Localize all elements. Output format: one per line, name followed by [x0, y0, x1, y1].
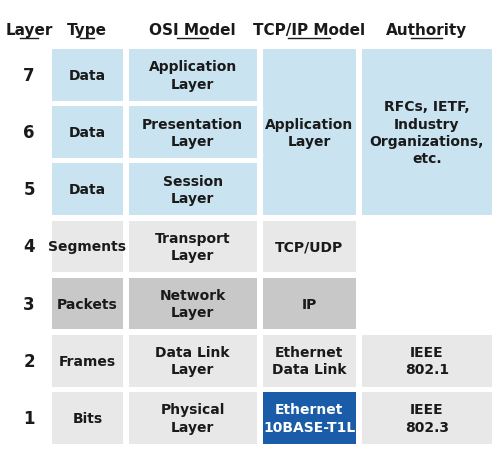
- Text: Physical
Layer: Physical Layer: [160, 402, 225, 433]
- Text: 6: 6: [24, 124, 35, 142]
- Bar: [262, 392, 356, 444]
- Bar: [52, 221, 123, 273]
- Bar: [52, 107, 123, 159]
- Text: 4: 4: [24, 238, 35, 256]
- Text: Segments: Segments: [48, 240, 126, 254]
- Text: Layer: Layer: [6, 23, 53, 38]
- Text: Presentation
Layer: Presentation Layer: [142, 117, 243, 148]
- Bar: [262, 278, 356, 330]
- Bar: [128, 107, 256, 159]
- Bar: [262, 50, 356, 216]
- Text: Type: Type: [68, 23, 108, 38]
- Text: IP: IP: [302, 297, 317, 311]
- Bar: [52, 335, 123, 387]
- Text: 2: 2: [24, 352, 35, 370]
- Bar: [362, 392, 492, 444]
- Text: Data: Data: [69, 69, 106, 83]
- Text: Ethernet
Data Link: Ethernet Data Link: [272, 345, 346, 377]
- Text: OSI Model: OSI Model: [150, 23, 236, 38]
- Bar: [52, 164, 123, 216]
- Text: Layer: Layer: [6, 23, 53, 38]
- Text: TCP/UDP: TCP/UDP: [275, 240, 344, 254]
- Text: Frames: Frames: [59, 354, 116, 368]
- Text: IEEE
802.3: IEEE 802.3: [405, 402, 449, 433]
- Text: OSI Model: OSI Model: [150, 23, 236, 38]
- Text: RFCs, IETF,
Industry
Organizations,
etc.: RFCs, IETF, Industry Organizations, etc.: [370, 100, 484, 166]
- Text: Ethernet
10BASE-T1L: Ethernet 10BASE-T1L: [263, 402, 356, 433]
- Text: Authority: Authority: [386, 23, 468, 38]
- Text: Application
Layer: Application Layer: [265, 117, 354, 148]
- Text: Data Link
Layer: Data Link Layer: [156, 345, 230, 377]
- Bar: [362, 335, 492, 387]
- Text: Bits: Bits: [72, 411, 102, 425]
- Bar: [262, 221, 356, 273]
- Bar: [128, 392, 256, 444]
- Text: 7: 7: [24, 67, 35, 85]
- Text: Type: Type: [68, 23, 108, 38]
- Text: TCP/IP Model: TCP/IP Model: [253, 23, 365, 38]
- Bar: [128, 335, 256, 387]
- Text: Network
Layer: Network Layer: [160, 288, 226, 320]
- Bar: [52, 278, 123, 330]
- Bar: [128, 164, 256, 216]
- Text: IEEE
802.1: IEEE 802.1: [405, 345, 449, 377]
- Bar: [362, 50, 492, 216]
- Text: Session
Layer: Session Layer: [162, 174, 222, 206]
- Bar: [128, 221, 256, 273]
- Bar: [262, 335, 356, 387]
- Text: 1: 1: [24, 409, 35, 427]
- Text: 5: 5: [24, 181, 35, 199]
- Text: Data: Data: [69, 183, 106, 197]
- Bar: [52, 50, 123, 101]
- Bar: [128, 50, 256, 101]
- Text: TCP/IP Model: TCP/IP Model: [253, 23, 365, 38]
- Text: Packets: Packets: [57, 297, 118, 311]
- Text: 3: 3: [24, 295, 35, 313]
- Text: Authority: Authority: [386, 23, 468, 38]
- Bar: [52, 392, 123, 444]
- Text: Data: Data: [69, 126, 106, 140]
- Text: Transport
Layer: Transport Layer: [155, 231, 230, 262]
- Bar: [128, 278, 256, 330]
- Text: Application
Layer: Application Layer: [148, 60, 237, 92]
